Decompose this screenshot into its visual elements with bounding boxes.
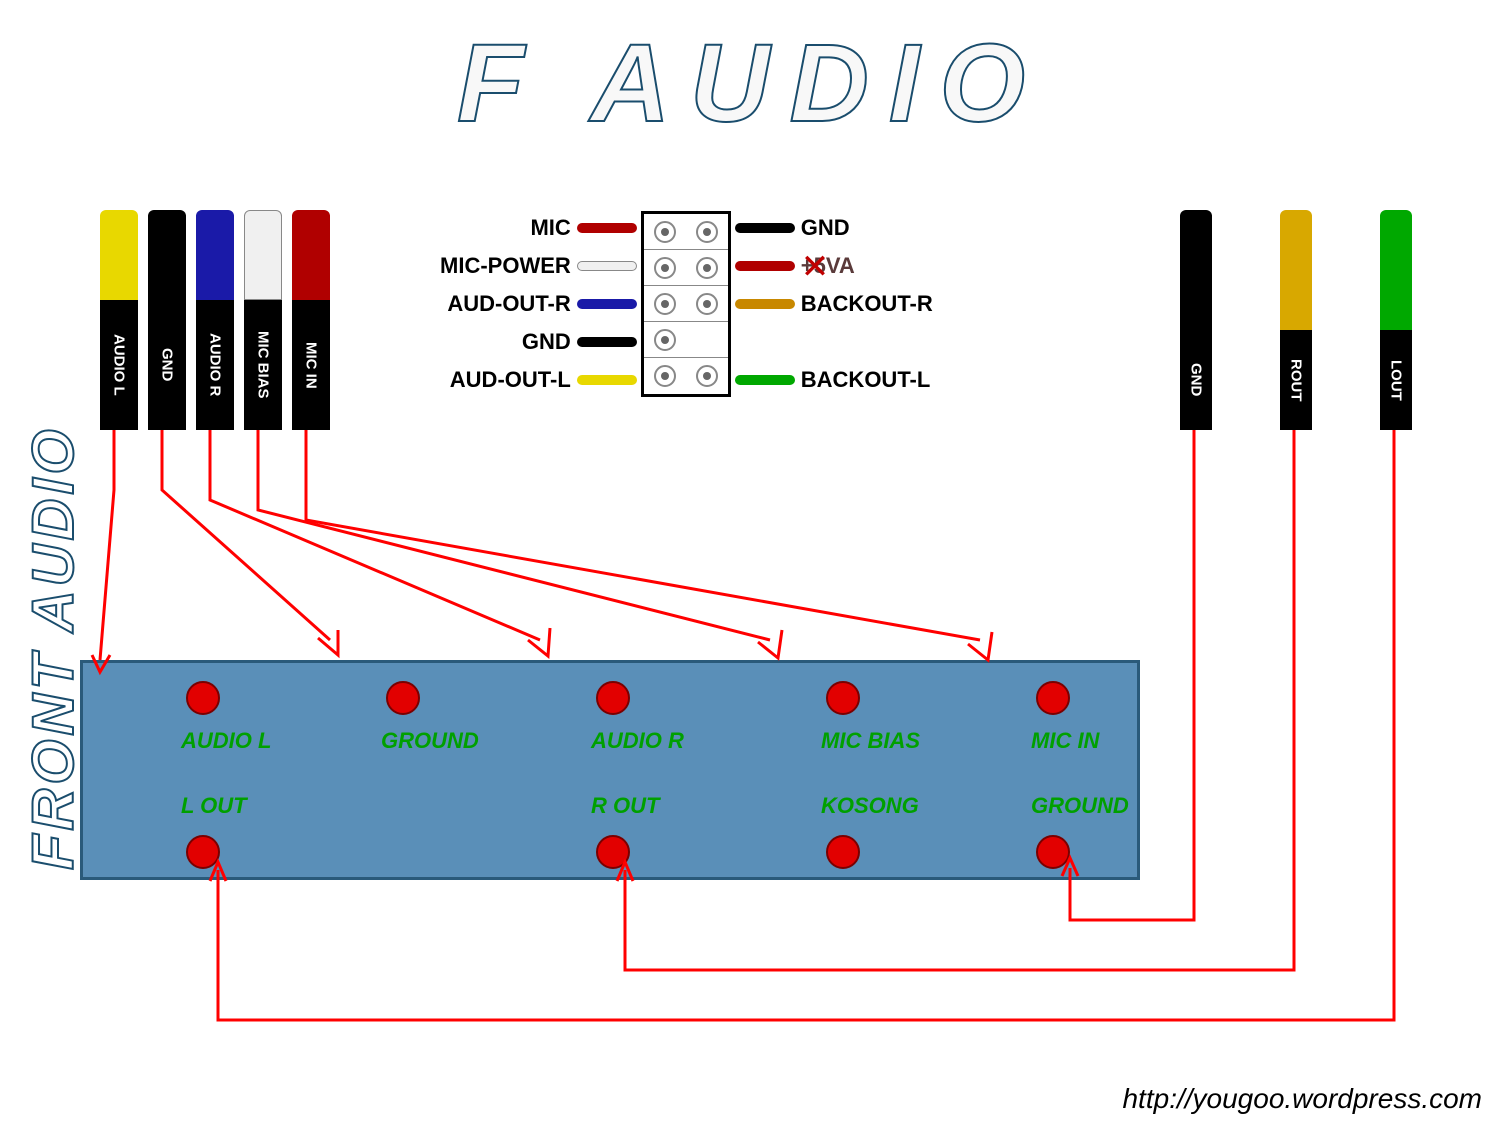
- pin-label-gnd: GND: [735, 210, 850, 246]
- pin-label-mic-power: MIC-POWER: [440, 248, 637, 284]
- panel-pin: [186, 835, 220, 869]
- wire-mic-in: MIC IN: [292, 210, 330, 430]
- panel-pin: [596, 835, 630, 869]
- pin-label-backout-r: BACKOUT-R: [735, 286, 933, 322]
- connection-wire: [210, 430, 550, 656]
- panel-pin: [1036, 835, 1070, 869]
- front-audio-panel: AUDIO L L OUT GROUND AUDIO R R OUT MIC BIAS KO…: [80, 660, 1140, 880]
- pin-label-empty: [735, 324, 741, 360]
- connection-wires: [0, 0, 1502, 1127]
- wire-rout: ROUT: [1280, 210, 1312, 430]
- wire-gnd: GND: [148, 210, 186, 430]
- pin-label-aud-out-r: AUD-OUT-R: [447, 286, 636, 322]
- connection-wire: [258, 430, 782, 658]
- pin-label-gnd: GND: [522, 324, 637, 360]
- panel-pin: [826, 681, 860, 715]
- wire-mic-bias: MIC BIAS: [244, 210, 282, 430]
- wire-lout: LOUT: [1380, 210, 1412, 430]
- pin-label-+5va: +5VA: [735, 248, 855, 284]
- connection-wire: [92, 430, 114, 672]
- panel-pin: [186, 681, 220, 715]
- side-title: FRONT AUDIO: [20, 425, 87, 870]
- footer-url: http://yougoo.wordpress.com: [1122, 1083, 1482, 1115]
- panel-label: GROUND: [1031, 793, 1129, 819]
- pin-header-block: [641, 211, 731, 397]
- wire-audio-r: AUDIO R: [196, 210, 234, 430]
- pin-label-mic: MIC: [530, 210, 636, 246]
- panel-label: AUDIO L: [181, 728, 271, 754]
- main-title: F AUDIO: [457, 20, 1045, 147]
- panel-label: MIC BIAS: [821, 728, 920, 754]
- pin-label-aud-out-l: AUD-OUT-L: [450, 362, 637, 398]
- connection-wire: [306, 430, 992, 660]
- panel-label: GROUND: [381, 728, 479, 754]
- panel-label: L OUT: [181, 793, 247, 819]
- connection-wire: [162, 430, 338, 655]
- panel-label: R OUT: [591, 793, 659, 819]
- panel-label: MIC IN: [1031, 728, 1099, 754]
- panel-pin: [1036, 681, 1070, 715]
- pin-label-backout-l: BACKOUT-L: [735, 362, 931, 398]
- panel-label: KOSONG: [821, 793, 919, 819]
- panel-pin: [596, 681, 630, 715]
- wire-audio-l: AUDIO L: [100, 210, 138, 430]
- panel-pin: [386, 681, 420, 715]
- panel-pin: [826, 835, 860, 869]
- wire-gnd: GND: [1180, 210, 1212, 430]
- panel-label: AUDIO R: [591, 728, 684, 754]
- pinout-diagram: MICMIC-POWERAUD-OUT-RGNDAUD-OUT-L GND+5V…: [440, 210, 933, 398]
